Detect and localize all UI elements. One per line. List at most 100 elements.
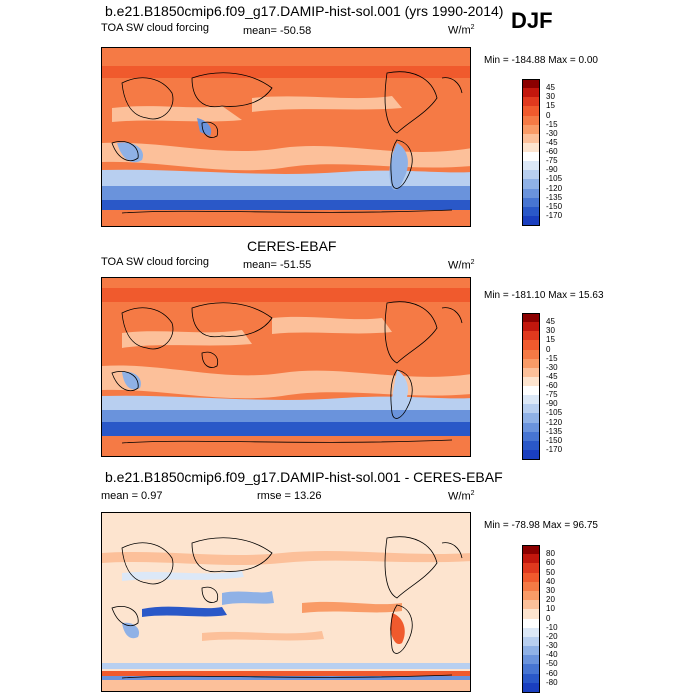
panel3-colorbar-cell <box>522 563 540 574</box>
panel2-colorbar-tick-label: -15 <box>546 353 558 363</box>
panel3-colorbar-cell <box>522 664 540 675</box>
panel1-colorbar-tick-label: -45 <box>546 137 558 147</box>
panel3-rmse: rmse = 13.26 <box>257 490 322 502</box>
panel3-colorbar-cell <box>522 682 540 693</box>
panel2-colorbar-cell <box>522 404 540 414</box>
panel3-colorbar-cell <box>522 545 540 555</box>
panel1-title: b.e21.B1850cmip6.f09_g17.DAMIP-hist-sol.… <box>105 3 504 19</box>
panel2-colorbar-tick-label: -45 <box>546 371 558 381</box>
panel2-colorbar-cell <box>522 313 540 323</box>
panel2-colorbar-cell <box>522 331 540 341</box>
panel2-colorbar-tick-label: -135 <box>546 426 563 436</box>
panel2-map <box>101 277 471 457</box>
panel3-colorbar-tick-label: -30 <box>546 641 558 651</box>
panel1-colorbar-tick-label: 30 <box>546 92 555 102</box>
panel3-colorbar-cell <box>522 581 540 592</box>
panel1-colorbar-cell <box>522 142 540 153</box>
panel1-colorbar-tick-label: -150 <box>546 201 563 211</box>
panel3-title: b.e21.B1850cmip6.f09_g17.DAMIP-hist-sol.… <box>105 469 503 485</box>
panel2-subtitle-left: TOA SW cloud forcing <box>101 256 210 268</box>
panel2-units: W/m2 <box>448 259 475 272</box>
panel2-colorbar-cell <box>522 431 540 442</box>
panel1-colorbar-cell <box>522 133 540 144</box>
panel2-colorbar-cell <box>522 440 540 451</box>
panel1-colorbar-tick-label: -30 <box>546 128 558 138</box>
panel2-colorbar-cell <box>522 386 540 396</box>
panel3-map <box>101 512 471 692</box>
panel1-colorbar-cell <box>522 152 540 162</box>
panel3-colorbar-tick-label: 80 <box>546 549 555 559</box>
panel3-colorbar-tick-label: -20 <box>546 631 558 641</box>
panel3-colorbar-tick-label: 0 <box>546 613 551 623</box>
panel3-colorbar-tick-label: 50 <box>546 567 555 577</box>
panel1-colorbar-cell <box>522 197 540 208</box>
panel1-colorbar-tick-label: -105 <box>546 174 563 184</box>
panel1-colorbar-cell <box>522 97 540 107</box>
panel2-colorbar-tick-label: -60 <box>546 381 558 390</box>
panel1-colorbar-cell <box>522 170 540 180</box>
panel2-colorbar-tick-label: -120 <box>546 417 563 427</box>
panel2-colorbar-tick-label: 45 <box>546 317 555 327</box>
panel2-colorbar-tick-label: 0 <box>546 344 551 354</box>
panel3-colorbar-cell <box>522 636 540 647</box>
panel1-colorbar-cell <box>522 215 540 226</box>
panel2-colorbar-cell <box>522 367 540 378</box>
panel1-colorbar-tick-label: -170 <box>546 210 563 220</box>
panel3-colorbar-cell <box>522 600 540 610</box>
panel1-colorbar-tick-label: -60 <box>546 147 558 156</box>
panel1-units: W/m2 <box>448 24 475 37</box>
panel3-colorbar-cell <box>522 627 540 638</box>
panel3-colorbar-cell <box>522 554 540 564</box>
panel2-colorbar-tick-label: -150 <box>546 435 563 445</box>
panel1-colorbar-tick-label: 0 <box>546 110 551 120</box>
panel2-minmax: Min = -181.10 Max = 15.63 <box>484 290 604 301</box>
panel2-title: CERES-EBAF <box>247 238 337 254</box>
panel3-colorbar-tick-label: -10 <box>546 622 558 632</box>
panel2-colorbar-tick-label: -105 <box>546 408 563 418</box>
panel3-colorbar-tick-label: 60 <box>546 558 555 568</box>
panel2-colorbar-cell <box>522 395 540 405</box>
panel2-colorbar-tick-label: 30 <box>546 326 555 336</box>
panel1-colorbar-tick-label: -75 <box>546 156 558 166</box>
panel1-colorbar-tick-label: -90 <box>546 165 558 175</box>
panel1-colorbar-cell <box>522 106 540 116</box>
panel3-colorbar-tick-label: 20 <box>546 595 555 605</box>
panel1-minmax: Min = -184.88 Max = 0.00 <box>484 55 598 66</box>
panel3-colorbar-cell <box>522 590 540 601</box>
panel2-colorbar-cell <box>522 349 540 360</box>
panel1-colorbar-cell <box>522 124 540 135</box>
panel3-colorbar-tick-label: 30 <box>546 585 555 595</box>
panel2-mean: mean= -51.55 <box>243 259 312 271</box>
panel2-colorbar-tick-label: -30 <box>546 362 558 372</box>
panel2-colorbar-tick-label: -170 <box>546 444 563 454</box>
panel2-colorbar-cell <box>522 340 540 350</box>
panel3-colorbar-tick-label: 10 <box>546 604 555 614</box>
panel3-minmax: Min = -78.98 Max = 96.75 <box>484 520 598 531</box>
panel1-colorbar-cell <box>522 161 540 171</box>
panel1-colorbar-cell <box>522 206 540 217</box>
panel3-colorbar-cell <box>522 673 540 684</box>
panel2-colorbar-tick-label: -75 <box>546 390 558 400</box>
panel1-map <box>101 47 471 227</box>
panel2-colorbar-cell <box>522 358 540 369</box>
panel2-colorbar-tick-label: 15 <box>546 335 555 345</box>
panel1-colorbar-cell <box>522 179 540 189</box>
panel3-mean: mean = 0.97 <box>101 490 163 502</box>
panel1-colorbar-tick-label: -135 <box>546 192 563 202</box>
panel3-colorbar-cell <box>522 646 540 656</box>
panel2-colorbar-cell <box>522 376 540 387</box>
panel2-colorbar-cell <box>522 449 540 460</box>
panel1-colorbar-tick-label: 15 <box>546 101 555 111</box>
panel3-units: W/m2 <box>448 490 475 503</box>
panel3-colorbar-cell <box>522 572 540 583</box>
season-label: DJF <box>511 8 553 33</box>
panel1-colorbar-tick-label: -15 <box>546 119 558 129</box>
panel3-colorbar-tick-label: -40 <box>546 650 558 660</box>
panel3-colorbar-tick-label: -50 <box>546 659 558 669</box>
panel2-colorbar-cell <box>522 413 540 423</box>
panel3-colorbar-cell <box>522 618 540 629</box>
panel1-colorbar-cell <box>522 115 540 126</box>
panel1-colorbar-cell <box>522 88 540 98</box>
panel1-subtitle-left: TOA SW cloud forcing <box>101 22 210 34</box>
panel1-mean: mean= -50.58 <box>243 25 312 37</box>
